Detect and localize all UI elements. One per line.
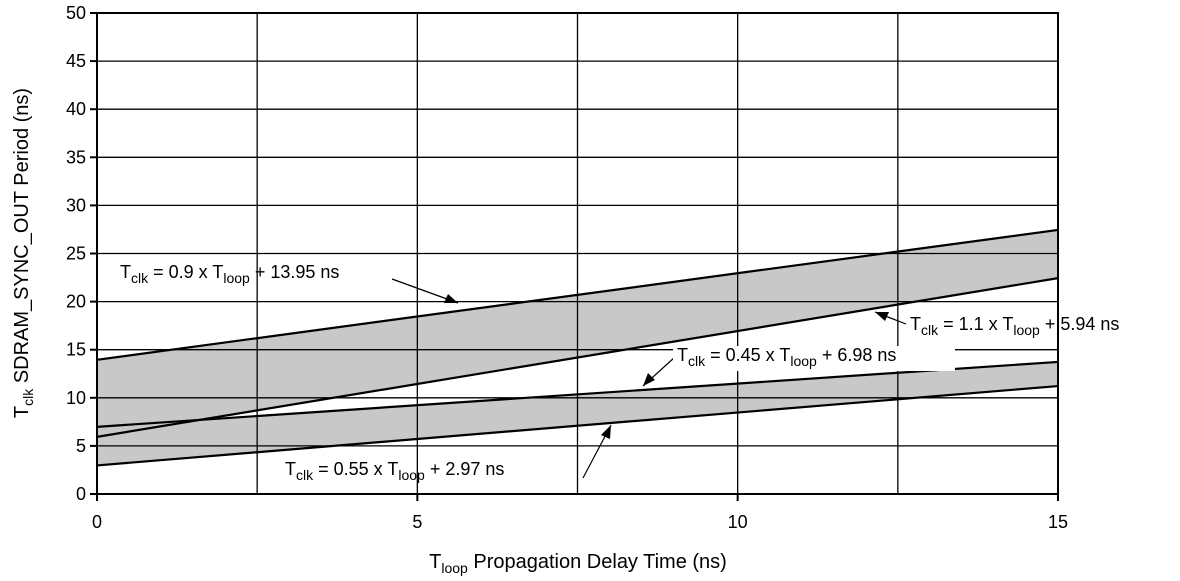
label-eq-055: Tclk = 0.55 x Tloop + 2.97 ns bbox=[285, 459, 504, 483]
y-tick-label-15: 15 bbox=[66, 340, 86, 360]
series-line-eq-055 bbox=[96, 384, 1059, 467]
y-axis-title: Tclk SDRAM_SYNC_OUT Period (ns) bbox=[11, 88, 36, 418]
series-line-eq-11 bbox=[96, 277, 1059, 438]
y-tick-label-0: 0 bbox=[76, 484, 86, 504]
label-eq-045: Tclk = 0.45 x Tloop + 6.98 ns bbox=[677, 345, 896, 369]
annotation-eq-045: Tclk = 0.45 x Tloop + 6.98 ns bbox=[642, 345, 955, 387]
annotation-eq-09: Tclk = 0.9 x Tloop + 13.95 ns bbox=[120, 262, 459, 304]
y-tick-label-40: 40 bbox=[66, 99, 86, 119]
annotation-eq-11: Tclk = 1.1 x Tloop + 5.94 ns bbox=[874, 311, 1119, 338]
series-line-eq-045 bbox=[96, 360, 1059, 428]
x-axis-title: Tloop Propagation Delay Time (ns) bbox=[429, 551, 727, 576]
lines-layer bbox=[96, 228, 1059, 467]
y-tick-label-35: 35 bbox=[66, 147, 86, 167]
annotation-eq-055: Tclk = 0.55 x Tloop + 2.97 ns bbox=[285, 424, 612, 483]
grid-layer bbox=[97, 13, 1058, 494]
x-tick-label-15: 15 bbox=[1048, 512, 1068, 532]
series-line-eq-09 bbox=[96, 228, 1059, 361]
label-eq-045-bg bbox=[673, 346, 955, 371]
y-tick-label-45: 45 bbox=[66, 51, 86, 71]
label-eq-11: Tclk = 1.1 x Tloop + 5.94 ns bbox=[910, 314, 1119, 338]
x-tick-label-0: 0 bbox=[92, 512, 102, 532]
y-tick-label-50: 50 bbox=[66, 3, 86, 23]
y-tick-label-10: 10 bbox=[66, 388, 86, 408]
ticks-layer: 0 5 10 15 20 25 30 35 40 45 50 0 5 10 15 bbox=[66, 3, 1068, 532]
arrow-eq-055-head bbox=[601, 425, 611, 439]
y-tick-label-30: 30 bbox=[66, 195, 86, 215]
arrow-eq-11-head bbox=[875, 312, 889, 321]
arrow-eq-045-head bbox=[643, 373, 655, 386]
arrow-eq-09-head bbox=[444, 294, 458, 303]
x-tick-label-5: 5 bbox=[412, 512, 422, 532]
y-tick-label-5: 5 bbox=[76, 436, 86, 456]
y-tick-label-20: 20 bbox=[66, 292, 86, 312]
x-tick-label-10: 10 bbox=[728, 512, 748, 532]
y-tick-label-25: 25 bbox=[66, 244, 86, 264]
label-eq-09: Tclk = 0.9 x Tloop + 13.95 ns bbox=[120, 262, 339, 286]
